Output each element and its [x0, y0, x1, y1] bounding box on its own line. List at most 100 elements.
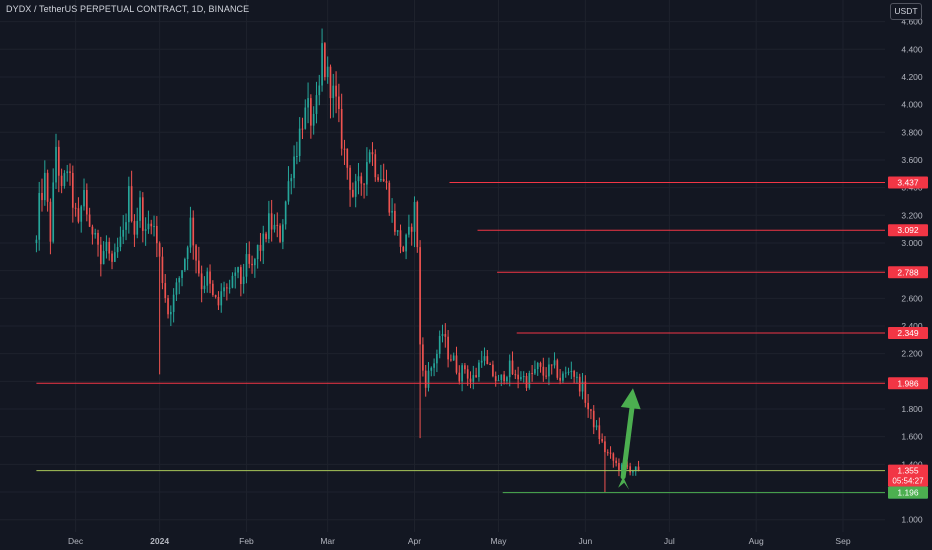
- price-label-1196-bg: [888, 486, 928, 499]
- candle-body: [231, 275, 234, 288]
- candle-body: [514, 374, 517, 376]
- candle-body: [553, 360, 556, 366]
- candle-body: [548, 364, 550, 377]
- candle-body: [438, 336, 441, 354]
- candle-body: [427, 370, 430, 388]
- candle-body: [371, 152, 374, 155]
- candle-body: [483, 356, 486, 361]
- candle-body: [301, 128, 304, 130]
- candle-body: [63, 173, 66, 186]
- x-tick-label: Sep: [835, 536, 850, 546]
- candle-body: [150, 223, 153, 227]
- y-tick-label: 3.600: [901, 155, 923, 165]
- candle-body: [559, 377, 561, 381]
- candle-body: [268, 213, 270, 239]
- currency-button[interactable]: USDT: [890, 3, 922, 20]
- candle-body: [38, 192, 41, 240]
- candle-body: [55, 146, 57, 183]
- candle-body: [226, 287, 228, 289]
- candle-body: [352, 189, 354, 197]
- candle-body: [206, 271, 209, 286]
- candle-body: [480, 360, 483, 363]
- candle-body: [35, 239, 38, 243]
- price-label-2349-bg: [888, 327, 928, 340]
- candle-body: [276, 224, 279, 226]
- candle-body: [562, 373, 564, 381]
- candle-body: [402, 246, 405, 252]
- candle-body: [374, 154, 377, 178]
- candle-body: [220, 291, 223, 306]
- candle-body: [469, 378, 472, 382]
- candle-body: [74, 207, 77, 209]
- candle-body: [598, 425, 601, 439]
- candle-body: [332, 85, 335, 99]
- candle-body: [349, 167, 351, 190]
- candle-body: [354, 181, 357, 197]
- price-label-3092-bg: [888, 224, 928, 237]
- candle-body: [91, 226, 94, 235]
- candle-body: [296, 155, 298, 157]
- candle-body: [478, 362, 480, 378]
- candle-body: [209, 271, 211, 284]
- candle-body: [99, 244, 102, 265]
- candle-body: [472, 375, 475, 382]
- candle-body: [77, 208, 80, 222]
- candle-body: [632, 471, 634, 473]
- y-tick-label: 2.200: [901, 349, 923, 359]
- price-label-2788: 2.788: [897, 267, 919, 277]
- candle-body: [604, 441, 606, 453]
- candle-body: [466, 369, 469, 379]
- candle-body: [228, 287, 231, 289]
- candle-body: [147, 223, 150, 230]
- y-tick-label: 2.400: [901, 321, 923, 331]
- candle-body: [318, 85, 321, 96]
- up-arrow-head[interactable]: [620, 388, 641, 410]
- candle-body: [158, 243, 161, 257]
- candle-body: [184, 259, 186, 271]
- candle-body: [116, 247, 119, 253]
- candle-body: [550, 364, 553, 366]
- candle-body: [520, 377, 522, 380]
- candle-body: [508, 360, 511, 378]
- candle-body: [511, 360, 514, 375]
- candle-body: [382, 179, 385, 182]
- candle-body: [57, 146, 60, 176]
- y-tick-label: 3.200: [901, 210, 923, 220]
- candle-body: [601, 438, 603, 442]
- y-tick-label: 4.600: [901, 17, 923, 27]
- candle-body: [175, 282, 178, 295]
- candle-body: [422, 344, 424, 371]
- candle-body: [396, 230, 399, 232]
- candle-body: [298, 128, 301, 156]
- candle-body: [416, 202, 419, 248]
- candle-body: [200, 273, 203, 290]
- candle-body: [287, 181, 290, 202]
- candle-body: [556, 360, 559, 378]
- candle-body: [259, 244, 262, 251]
- candle-body: [88, 214, 91, 227]
- candle-body: [366, 162, 368, 185]
- candle-body: [242, 276, 245, 285]
- candle-body: [433, 363, 435, 368]
- candle-body: [119, 236, 122, 248]
- candle-body: [368, 152, 371, 163]
- candle-body: [186, 247, 189, 260]
- price-label-2788-bg: [888, 266, 928, 279]
- candle-body: [217, 296, 220, 306]
- candle-body: [111, 253, 113, 262]
- candle-body: [410, 226, 413, 232]
- price-label-1986-bg: [888, 377, 928, 390]
- candle-body: [293, 156, 295, 179]
- candle-body: [489, 363, 491, 365]
- up-arrow-shaft[interactable]: [620, 397, 636, 480]
- candle-body: [234, 272, 237, 276]
- y-tick-label: 4.200: [901, 72, 923, 82]
- x-tick-label: Dec: [68, 536, 84, 546]
- candle-body: [251, 263, 253, 266]
- candle-body: [388, 182, 391, 213]
- candle-body: [172, 294, 175, 312]
- candle-body: [385, 181, 388, 183]
- candle-body: [461, 365, 463, 382]
- candle-body: [69, 171, 71, 173]
